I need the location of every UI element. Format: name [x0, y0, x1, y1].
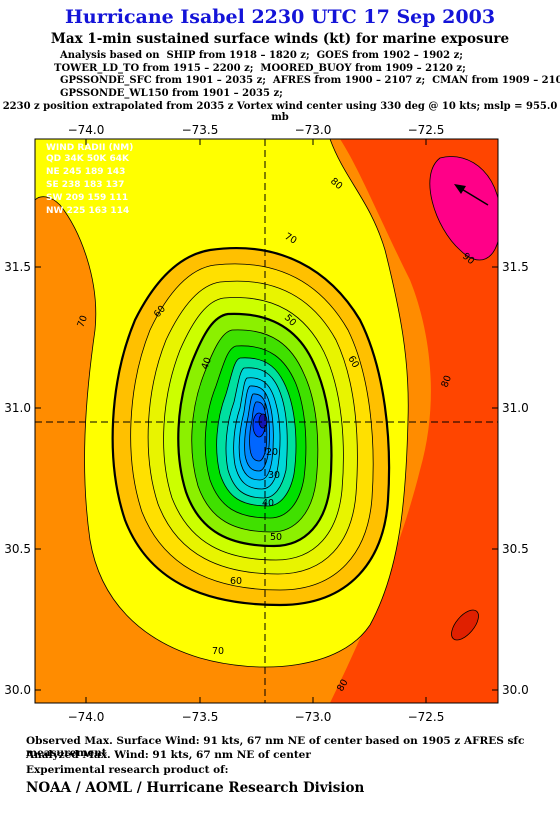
contour-label-40: 40: [199, 356, 213, 371]
extrapolation-note: 2230 z position extrapolated from 2035 z…: [2, 101, 558, 123]
wind-radii-row: NE 245 189 143: [46, 167, 125, 177]
experimental-note: Experimental research product of:: [26, 764, 229, 776]
lat-tick-label: 30.0: [4, 683, 31, 697]
contour-label-70: 70: [212, 646, 224, 657]
plot-frame: [34, 138, 499, 704]
analysis-line: GPSSONDE_WL150 from 1901 – 2035 z;: [60, 87, 283, 99]
map-subtitle: Max 1-min sustained surface winds (kt) f…: [50, 31, 510, 47]
lat-tick-label: 31.5: [4, 260, 31, 274]
organization-credit: NOAA / AOML / Hurricane Research Divisio…: [26, 780, 365, 796]
contour-label-80: 80: [335, 678, 351, 694]
lon-tick-label: −73.5: [182, 710, 219, 724]
contour-label-70: 70: [283, 231, 299, 247]
band-90-small: [451, 609, 479, 641]
contour-label-40: 40: [262, 498, 274, 509]
lon-tick-label: −72.5: [408, 710, 445, 724]
contour-label-50: 50: [270, 532, 282, 543]
analyzed-max-wind: Analyzed Max. Wind: 91 kts, 67 nm NE of …: [26, 749, 311, 761]
contour-label-60: 60: [345, 354, 361, 370]
band-90-plus: [429, 156, 498, 261]
analysis-line: GPSSONDE_SFC from 1901 – 2035 z; AFRES f…: [60, 75, 560, 87]
wind-field: [35, 139, 498, 703]
contour-label-80: 80: [439, 374, 453, 389]
lon-axis-top: −74.0 −73.5 −73.0 −72.5: [68, 123, 445, 145]
wind-radii-table: WIND RADII (NM) QD 34K 50K 64K NE 245 18…: [46, 143, 133, 216]
wind-radii-row: SW 209 159 111: [46, 193, 128, 203]
lon-tick-label: −74.0: [68, 123, 105, 137]
lat-tick-label: 30.5: [502, 542, 529, 556]
lon-tick-label: −73.5: [182, 123, 219, 137]
lat-tick-label: 30.5: [4, 542, 31, 556]
map-title: Hurricane Isabel 2230 UTC 17 Sep 2003: [64, 6, 496, 28]
lat-tick-label: 30.0: [502, 683, 529, 697]
lat-axis-left: 31.5 31.0 30.5 30.0: [4, 260, 41, 697]
lon-tick-label: −72.5: [408, 123, 445, 137]
analysis-line: TOWER_LD_TO from 1915 – 2200 z; MOORED_B…: [54, 62, 466, 74]
contour-label-30: 30: [268, 470, 280, 481]
analysis-sources: Analysis based on SHIP from 1918 – 1820 …: [54, 50, 560, 100]
lat-tick-label: 31.0: [502, 401, 529, 415]
observed-max-wind: Observed Max. Surface Wind: 91 kts, 67 n…: [26, 735, 525, 759]
analysis-line: Analysis based on SHIP from 1918 – 1820 …: [60, 50, 463, 61]
contour-label-20: 20: [266, 447, 278, 458]
wind-radii-row: SE 238 183 137: [46, 180, 124, 190]
wind-radii-header: QD 34K 50K 64K: [46, 154, 130, 164]
lat-axis-right: 31.5 31.0 30.5 30.0: [492, 260, 529, 697]
motion-arrow: [454, 184, 489, 206]
lon-tick-label: −73.0: [295, 123, 332, 137]
lon-tick-label: −74.0: [68, 710, 105, 724]
contour-label-60: 60: [230, 576, 242, 587]
wind-radii-row: NW 225 163 114: [46, 206, 129, 216]
lon-axis-bottom: −74.0 −73.5 −73.0 −72.5: [68, 697, 445, 724]
wind-radii-title: WIND RADII (NM): [46, 143, 133, 153]
lon-tick-label: −73.0: [295, 710, 332, 724]
contour-label-70: 70: [75, 314, 89, 329]
band-80-90: [330, 139, 498, 703]
lat-tick-label: 31.0: [4, 401, 31, 415]
lat-tick-label: 31.5: [502, 260, 529, 274]
